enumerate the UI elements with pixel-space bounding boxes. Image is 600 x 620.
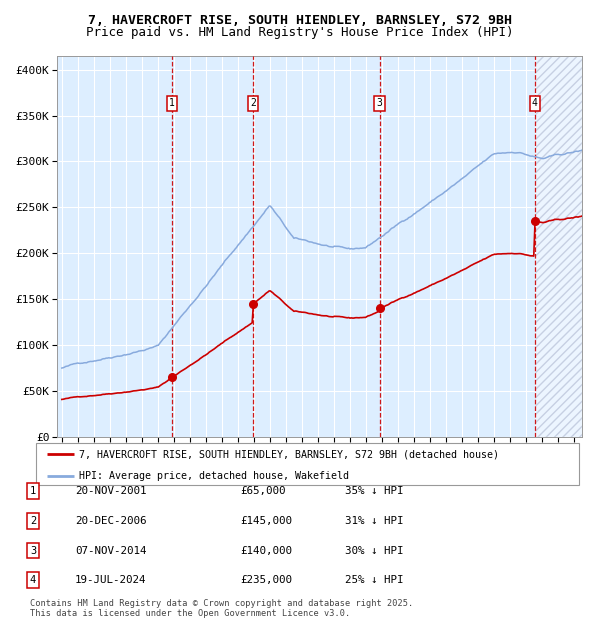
Text: Contains HM Land Registry data © Crown copyright and database right 2025.
This d: Contains HM Land Registry data © Crown c… [30,599,413,618]
Text: £140,000: £140,000 [240,546,292,556]
Text: 30% ↓ HPI: 30% ↓ HPI [345,546,404,556]
Text: 3: 3 [30,546,36,556]
Text: 07-NOV-2014: 07-NOV-2014 [75,546,146,556]
Text: 19-JUL-2024: 19-JUL-2024 [75,575,146,585]
Bar [535,56,582,437]
Text: 31% ↓ HPI: 31% ↓ HPI [345,516,404,526]
Text: 20-NOV-2001: 20-NOV-2001 [75,486,146,496]
Text: £235,000: £235,000 [240,575,292,585]
Text: 1: 1 [169,99,175,108]
Text: 3: 3 [377,99,382,108]
Text: 4: 4 [532,99,538,108]
Text: £145,000: £145,000 [240,516,292,526]
Text: £65,000: £65,000 [240,486,286,496]
Text: 7, HAVERCROFT RISE, SOUTH HIENDLEY, BARNSLEY, S72 9BH (detached house): 7, HAVERCROFT RISE, SOUTH HIENDLEY, BARN… [79,450,499,459]
Text: Price paid vs. HM Land Registry's House Price Index (HPI): Price paid vs. HM Land Registry's House … [86,26,514,39]
Text: HPI: Average price, detached house, Wakefield: HPI: Average price, detached house, Wake… [79,471,349,480]
Text: 25% ↓ HPI: 25% ↓ HPI [345,575,404,585]
Text: 7, HAVERCROFT RISE, SOUTH HIENDLEY, BARNSLEY, S72 9BH: 7, HAVERCROFT RISE, SOUTH HIENDLEY, BARN… [88,14,512,27]
Text: 1: 1 [30,486,36,496]
Text: 20-DEC-2006: 20-DEC-2006 [75,516,146,526]
Text: 4: 4 [30,575,36,585]
Text: 35% ↓ HPI: 35% ↓ HPI [345,486,404,496]
Text: 2: 2 [30,516,36,526]
Text: 2: 2 [250,99,256,108]
